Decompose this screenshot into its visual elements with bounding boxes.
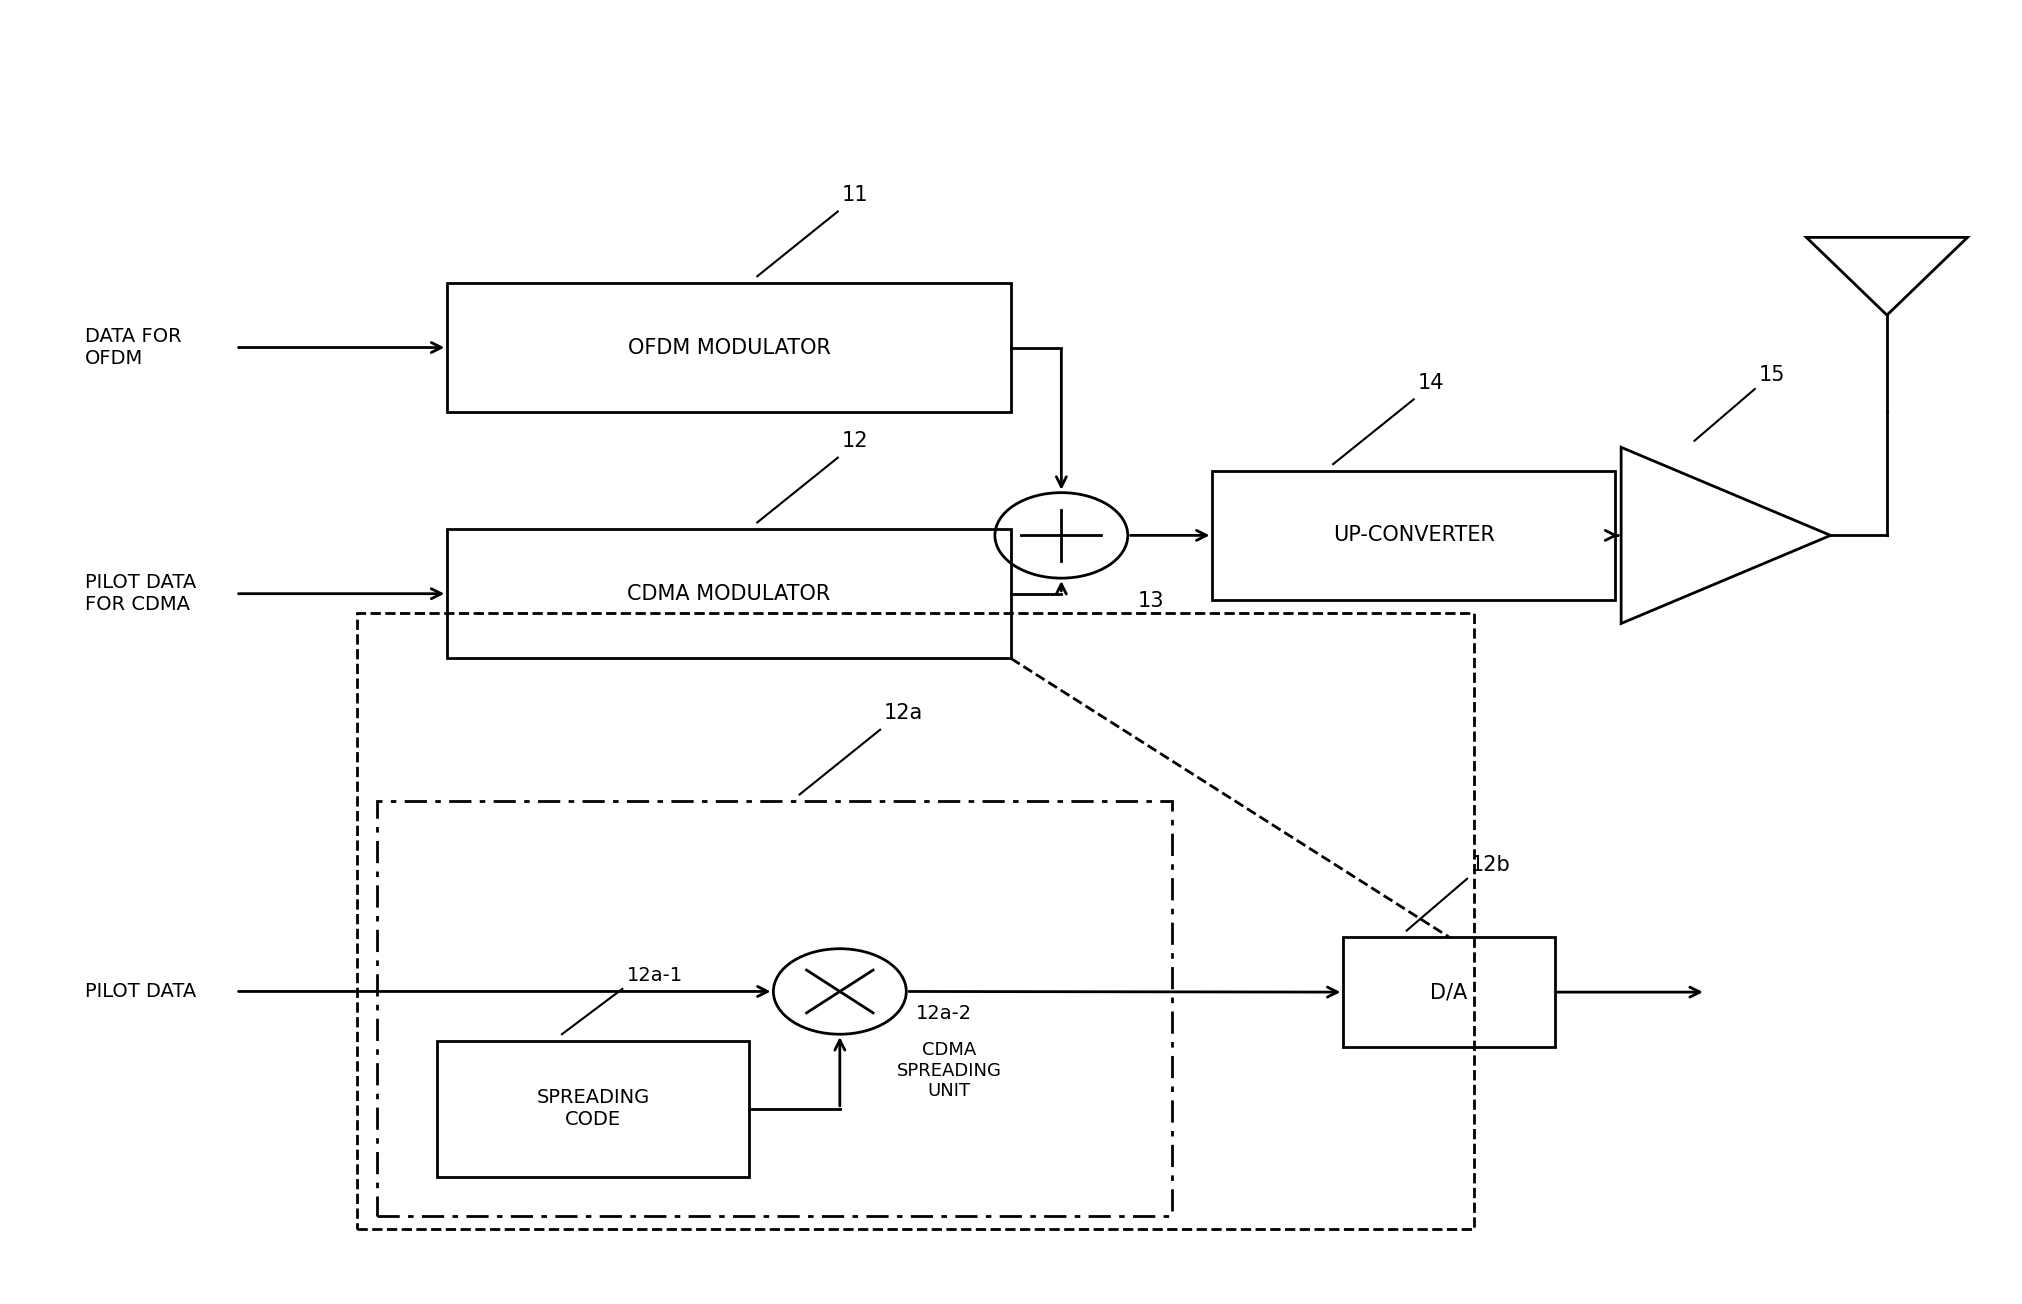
Text: 12a-1: 12a-1 xyxy=(627,966,683,985)
Text: CDMA
SPREADING
UNIT: CDMA SPREADING UNIT xyxy=(898,1041,1001,1101)
Bar xyxy=(437,1041,750,1176)
Text: 12a-2: 12a-2 xyxy=(916,1004,973,1024)
Text: SPREADING
CODE: SPREADING CODE xyxy=(536,1089,649,1129)
Text: 11: 11 xyxy=(841,185,867,205)
Text: OFDM MODULATOR: OFDM MODULATOR xyxy=(627,338,831,357)
Text: 15: 15 xyxy=(1759,365,1785,385)
Text: DATA FOR
OFDM: DATA FOR OFDM xyxy=(85,327,182,368)
Text: 12: 12 xyxy=(841,432,867,451)
Bar xyxy=(376,801,1173,1215)
Bar xyxy=(1213,471,1616,600)
Bar xyxy=(1343,938,1555,1047)
Text: CDMA MODULATOR: CDMA MODULATOR xyxy=(627,584,831,604)
Text: 14: 14 xyxy=(1417,373,1444,393)
Text: PILOT DATA
FOR CDMA: PILOT DATA FOR CDMA xyxy=(85,574,196,614)
Bar xyxy=(447,283,1011,412)
Text: UP-CONVERTER: UP-CONVERTER xyxy=(1332,526,1494,545)
Text: D/A: D/A xyxy=(1430,982,1468,1001)
Bar xyxy=(356,613,1474,1228)
Text: 12a: 12a xyxy=(884,703,924,724)
Bar xyxy=(447,529,1011,659)
Text: PILOT DATA: PILOT DATA xyxy=(85,982,196,1001)
Text: 12b: 12b xyxy=(1472,855,1510,875)
Text: 13: 13 xyxy=(1138,591,1165,612)
